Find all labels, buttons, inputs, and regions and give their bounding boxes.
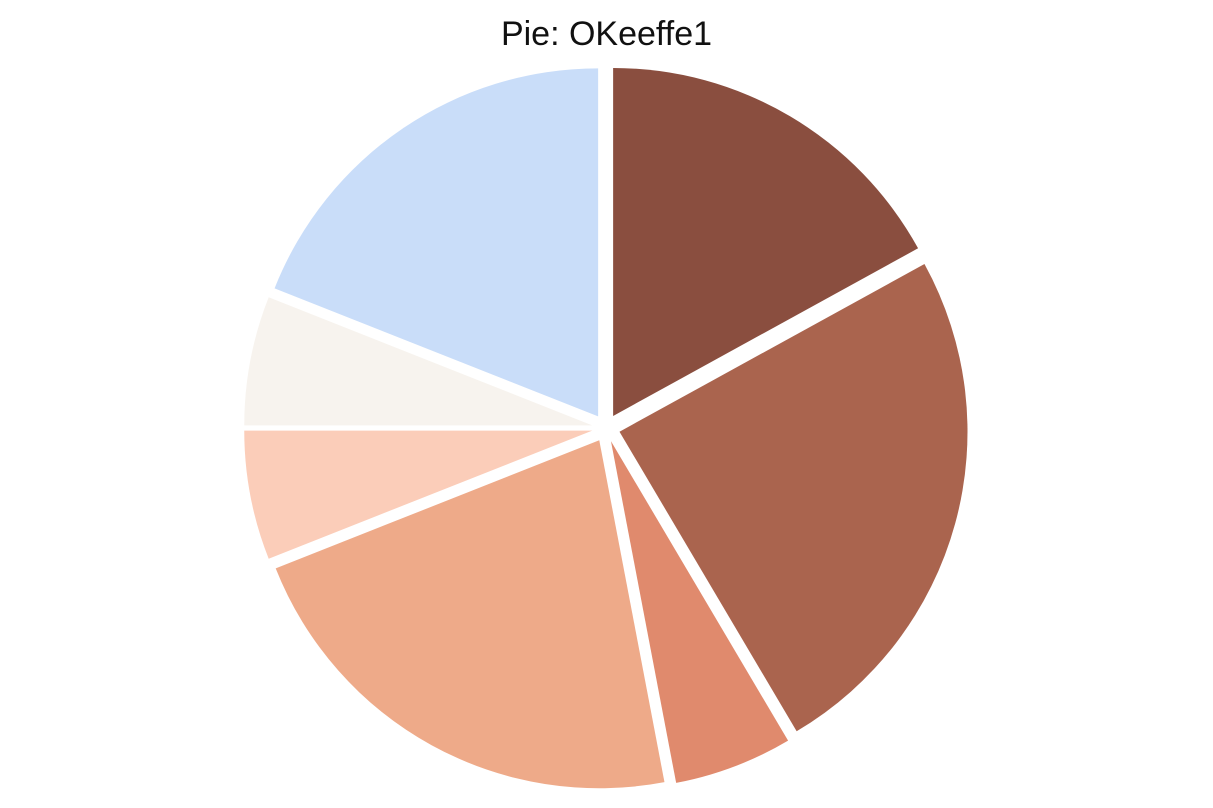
pie-slices bbox=[244, 67, 968, 789]
pie-slice-5 bbox=[244, 430, 593, 559]
pie-slice-4 bbox=[275, 440, 665, 789]
pie-slice-1 bbox=[613, 67, 919, 416]
pie-slice-3 bbox=[610, 441, 789, 783]
pie-slice-6 bbox=[244, 297, 593, 426]
pie-slice-7 bbox=[274, 68, 599, 417]
chart-title: Pie: OKeeffe1 bbox=[500, 15, 713, 53]
pie-slice-2 bbox=[619, 264, 968, 732]
